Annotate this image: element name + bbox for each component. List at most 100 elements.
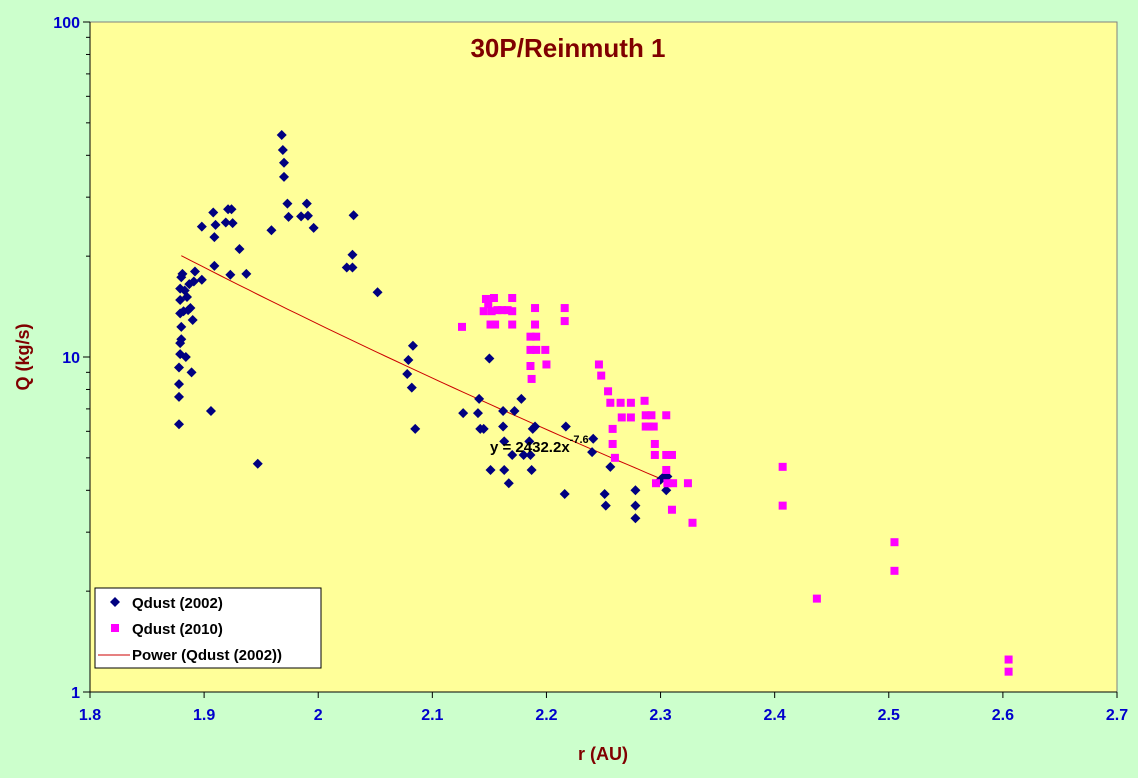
y-tick-label-2: 100 bbox=[53, 15, 80, 32]
point-2002-78 bbox=[526, 464, 537, 475]
point-2010-4 bbox=[486, 320, 495, 329]
legend-label-trend: Power (Qdust (2002)) bbox=[132, 647, 282, 664]
point-2002-29 bbox=[209, 260, 220, 271]
point-2010-33 bbox=[616, 398, 625, 407]
point-2010-27 bbox=[597, 371, 606, 380]
point-2002-2 bbox=[174, 379, 185, 390]
point-2010-20 bbox=[532, 332, 541, 341]
point-2010-14 bbox=[526, 332, 535, 341]
point-2010-16 bbox=[526, 362, 535, 371]
point-2010-59 bbox=[890, 566, 899, 575]
point-2010-50 bbox=[667, 450, 676, 459]
trendline-path bbox=[181, 255, 667, 482]
series-qdust-2010 bbox=[458, 294, 1013, 676]
point-2010-22 bbox=[541, 345, 550, 354]
point-2010-29 bbox=[606, 398, 615, 407]
point-2010-1 bbox=[479, 307, 488, 316]
point-2010-28 bbox=[604, 387, 613, 396]
point-2010-43 bbox=[650, 439, 659, 448]
point-2010-45 bbox=[651, 479, 660, 488]
point-2002-61 bbox=[472, 408, 483, 419]
x-tick-label-3: 2.1 bbox=[421, 707, 443, 724]
point-2002-69 bbox=[499, 436, 510, 447]
point-2010-31 bbox=[608, 439, 617, 448]
point-2010-53 bbox=[683, 479, 692, 488]
point-2002-30 bbox=[210, 219, 221, 230]
point-2002-15 bbox=[180, 352, 191, 362]
point-2002-82 bbox=[560, 421, 571, 432]
point-2010-23 bbox=[542, 360, 551, 369]
x-tick-label-1: 1.9 bbox=[193, 707, 215, 724]
x-tick-label-9: 2.7 bbox=[1106, 707, 1128, 724]
point-2010-60 bbox=[1004, 655, 1013, 664]
point-2010-24 bbox=[560, 304, 569, 313]
x-tick-label-4: 2.2 bbox=[535, 707, 557, 724]
point-2002-57 bbox=[406, 382, 417, 393]
point-2002-62 bbox=[474, 393, 485, 404]
point-2002-88 bbox=[630, 500, 641, 511]
point-2010-56 bbox=[778, 501, 787, 510]
point-2002-39 bbox=[266, 225, 277, 236]
point-2010-11 bbox=[508, 294, 517, 303]
legend-box bbox=[94, 587, 322, 669]
point-2002-75 bbox=[518, 449, 529, 460]
point-2010-21 bbox=[532, 345, 541, 354]
point-2010-5 bbox=[487, 307, 496, 316]
point-2002-81 bbox=[559, 488, 570, 499]
point-2002-51 bbox=[347, 262, 358, 273]
point-2002-25 bbox=[196, 221, 207, 232]
chart-title: 30P/Reinmuth 1 bbox=[470, 33, 665, 63]
point-2010-32 bbox=[610, 453, 619, 462]
point-2010-19 bbox=[531, 320, 540, 329]
point-2002-60 bbox=[458, 408, 469, 419]
point-2002-89 bbox=[630, 513, 641, 524]
trendline bbox=[181, 255, 667, 482]
point-2002-47 bbox=[301, 198, 312, 209]
point-2010-12 bbox=[508, 320, 517, 329]
point-2010-42 bbox=[649, 422, 658, 431]
point-2002-67 bbox=[498, 421, 509, 432]
point-2010-25 bbox=[560, 317, 569, 326]
point-2002-35 bbox=[227, 218, 238, 229]
trendline-equation: y = 2432.2x-7.6 bbox=[490, 434, 589, 456]
x-axis: 1.8 1.9 2 2.1 2.2 2.3 2.4 2.5 2.6 2.7 bbox=[79, 691, 1128, 724]
y-axis-label: Q (kg/s) bbox=[13, 323, 33, 390]
legend: Qdust (2002) Qdust (2010) Power (Qdust (… bbox=[94, 587, 322, 669]
point-2002-16 bbox=[181, 292, 192, 303]
point-2010-26 bbox=[594, 360, 603, 369]
series-qdust-2002 bbox=[174, 129, 673, 524]
point-2002-23 bbox=[189, 266, 200, 277]
point-2002-38 bbox=[252, 458, 263, 469]
point-2002-87 bbox=[605, 461, 616, 472]
point-2010-13 bbox=[508, 307, 517, 316]
point-2002-86 bbox=[600, 500, 611, 511]
point-2002-1 bbox=[174, 391, 185, 402]
point-2002-7 bbox=[176, 321, 187, 332]
point-2002-41 bbox=[277, 144, 288, 155]
point-2002-55 bbox=[402, 368, 413, 379]
point-2002-85 bbox=[599, 488, 610, 499]
point-2002-37 bbox=[241, 268, 252, 279]
point-2002-40 bbox=[276, 129, 287, 140]
point-2002-6 bbox=[176, 334, 187, 345]
point-2002-74 bbox=[516, 393, 527, 404]
point-2002-20 bbox=[186, 367, 197, 378]
plot-area bbox=[89, 21, 1118, 693]
x-axis-label: r (AU) bbox=[578, 744, 628, 764]
point-2010-61 bbox=[1004, 667, 1013, 676]
legend-label-2002: Qdust (2002) bbox=[132, 595, 223, 612]
point-2002-22 bbox=[188, 276, 199, 287]
trendline-equation-exponent: -7.6 bbox=[570, 434, 589, 446]
point-2002-54 bbox=[372, 287, 383, 298]
point-2002-24 bbox=[196, 274, 207, 285]
x-tick-label-0: 1.8 bbox=[79, 707, 101, 724]
point-2002-59 bbox=[410, 423, 421, 434]
point-2010-41 bbox=[647, 411, 656, 420]
point-2002-45 bbox=[283, 211, 294, 222]
point-2002-50 bbox=[341, 262, 352, 273]
point-2002-0 bbox=[174, 419, 185, 430]
legend-label-2010: Qdust (2010) bbox=[132, 621, 223, 638]
point-2010-54 bbox=[688, 518, 697, 527]
point-2002-71 bbox=[503, 478, 514, 489]
